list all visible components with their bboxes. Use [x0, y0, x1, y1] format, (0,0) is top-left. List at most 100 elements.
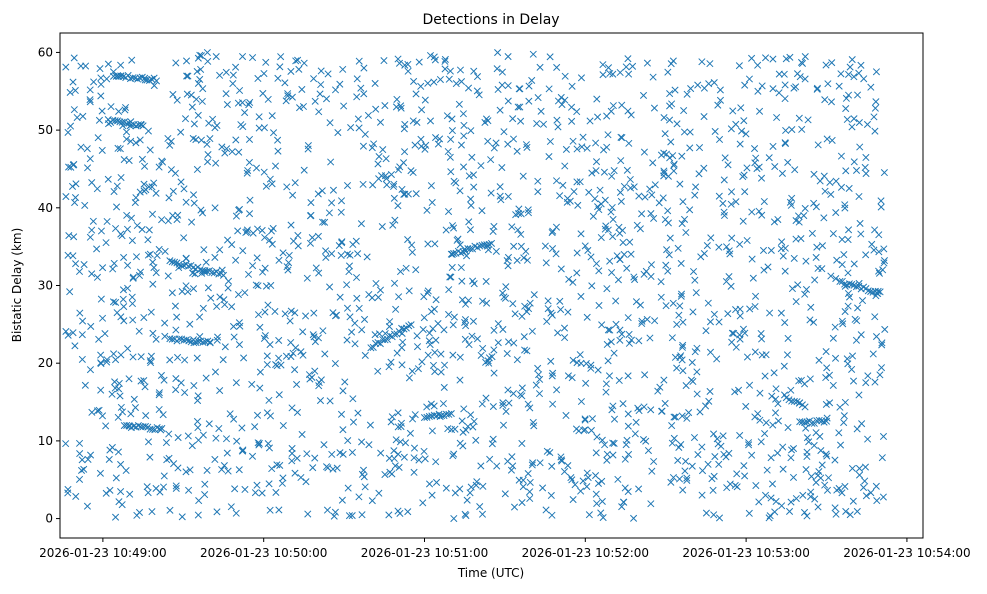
detection-point: [774, 417, 782, 425]
detection-point: [554, 329, 562, 337]
detection-point: [97, 80, 105, 88]
detection-point: [149, 280, 157, 288]
detection-point: [780, 362, 788, 370]
detection-point: [640, 403, 648, 411]
detection-point: [394, 55, 402, 63]
detection-point: [565, 275, 573, 283]
detection-point: [726, 250, 734, 258]
detection-point: [261, 308, 269, 316]
detection-point: [624, 107, 632, 115]
detection-point: [224, 467, 232, 475]
detection-point: [711, 127, 719, 136]
detection-point: [72, 260, 80, 268]
detection-point: [437, 350, 445, 358]
x-tick-label: 2026-01-23 10:50:00: [200, 546, 327, 560]
detection-point: [802, 465, 810, 474]
detection-point: [639, 91, 648, 99]
detection-point: [529, 418, 537, 427]
detection-point: [676, 475, 684, 483]
detection-point: [285, 251, 293, 259]
detection-point: [266, 340, 274, 349]
detection-point: [146, 146, 154, 154]
detection-point: [400, 190, 408, 198]
detection-point: [445, 286, 453, 294]
detection-point: [850, 260, 858, 268]
detection-point: [230, 415, 238, 423]
detection-point: [548, 372, 556, 380]
detection-point: [265, 444, 274, 452]
detection-point: [526, 494, 534, 503]
detection-point: [848, 365, 856, 373]
detection-point: [766, 309, 774, 317]
detection-point: [529, 459, 537, 467]
detection-point: [862, 379, 870, 387]
detection-point: [111, 378, 119, 386]
detection-point: [216, 387, 224, 395]
detection-point: [446, 67, 454, 75]
detection-point: [615, 376, 623, 385]
detection-point: [725, 273, 733, 281]
detection-point: [178, 287, 186, 295]
detection-point: [626, 175, 634, 184]
detection-point: [526, 404, 534, 412]
detection-point: [72, 492, 80, 500]
detection-point: [541, 242, 549, 250]
detection-point: [448, 115, 456, 123]
detection-point: [452, 179, 460, 187]
detection-point: [473, 73, 482, 81]
detection-point: [603, 143, 611, 151]
detection-point: [351, 319, 359, 327]
detection-point: [385, 511, 393, 519]
detection-point: [479, 297, 487, 305]
detection-point: [857, 61, 865, 69]
detection-point: [547, 357, 555, 365]
detection-point: [426, 340, 434, 349]
detection-point: [494, 339, 502, 347]
detection-point: [562, 145, 570, 153]
detection-point: [115, 107, 123, 116]
detection-point: [513, 147, 521, 155]
detection-point: [854, 304, 862, 312]
detection-point: [337, 251, 345, 260]
detection-point: [65, 163, 73, 171]
detection-point: [258, 226, 266, 234]
detection-point: [518, 439, 526, 448]
detection-point: [77, 62, 85, 70]
detection-point: [510, 242, 518, 250]
detection-point: [273, 461, 281, 469]
detection-point: [677, 352, 685, 360]
detection-point: [169, 187, 177, 195]
detection-point: [87, 322, 95, 330]
detection-point: [206, 338, 214, 346]
detection-point: [807, 488, 815, 496]
detection-point: [863, 120, 872, 128]
detection-point: [86, 96, 94, 104]
detection-point: [666, 116, 674, 124]
detection-point: [296, 104, 304, 112]
detection-point: [536, 63, 544, 71]
detection-point: [110, 187, 118, 196]
detection-point: [720, 450, 728, 458]
detection-point: [468, 153, 476, 161]
detection-point: [298, 430, 306, 438]
detection-point: [371, 331, 379, 339]
detection-point: [822, 400, 830, 408]
detection-point: [66, 288, 74, 296]
detection-point: [117, 403, 125, 411]
detection-point: [75, 439, 84, 447]
detection-point: [343, 304, 352, 312]
detection-point: [674, 456, 682, 464]
detection-point: [562, 411, 570, 420]
detection-point: [69, 329, 77, 337]
detection-point: [502, 283, 510, 291]
detection-point: [62, 63, 70, 71]
detection-point: [218, 465, 226, 474]
detection-point: [853, 425, 861, 433]
detection-point: [500, 128, 508, 136]
detection-point: [146, 453, 154, 461]
detection-point: [198, 209, 207, 217]
detection-point: [155, 405, 163, 414]
detection-point: [152, 77, 161, 85]
detection-point: [693, 390, 701, 398]
detection-point: [572, 425, 581, 433]
